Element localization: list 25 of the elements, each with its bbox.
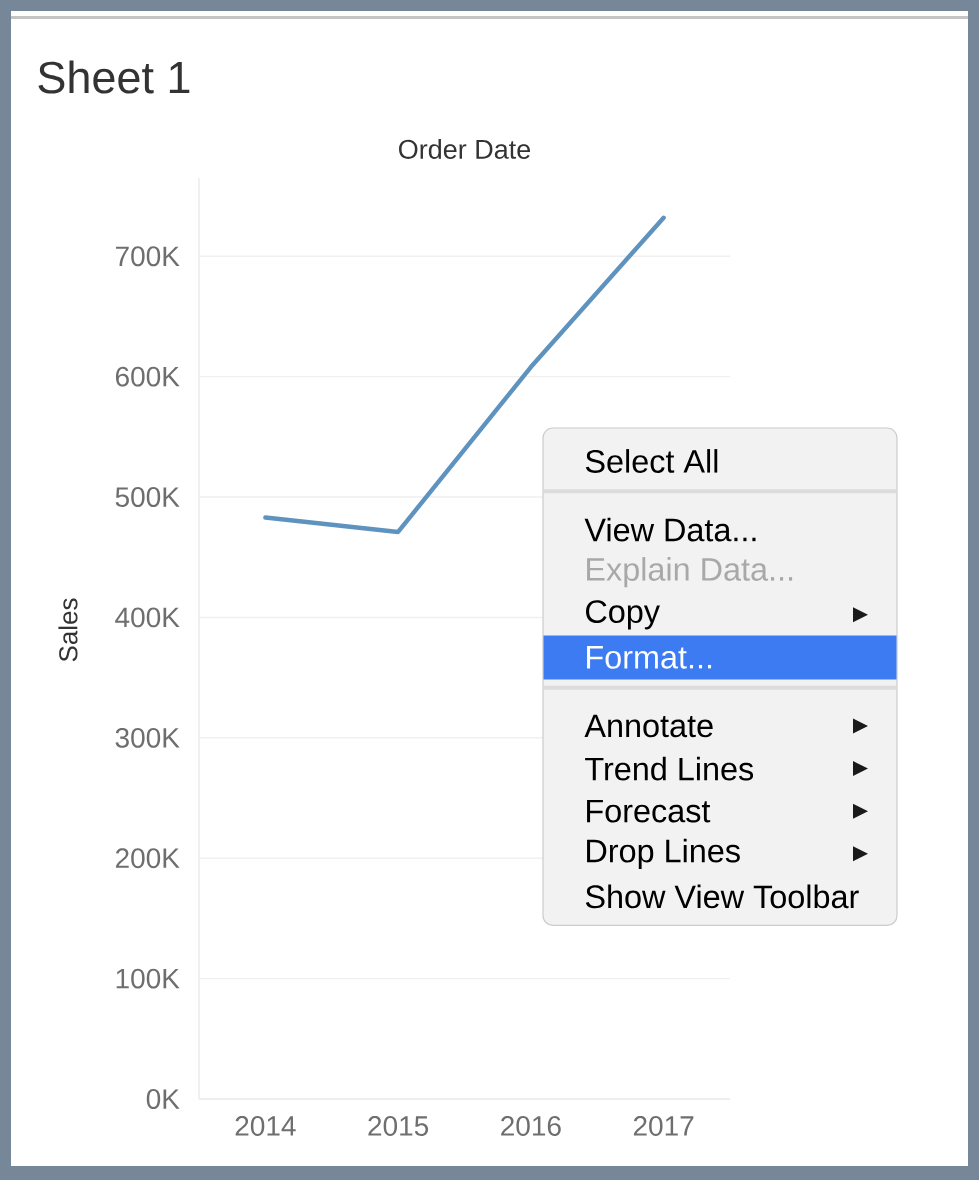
annotation: Select All	[585, 449, 718, 473]
y-tick-label: 500K	[115, 487, 180, 507]
y-tick-label: 400K	[115, 607, 180, 628]
annotation: Annotate	[584, 714, 713, 738]
annotation: Show View Toolbar	[585, 884, 859, 909]
y-axis-title: Sales	[58, 598, 78, 662]
y-tick-label: 200K	[115, 848, 180, 869]
annotation: Copy	[586, 600, 660, 630]
annotation: Forecast	[587, 799, 711, 823]
annotation: Format...	[587, 646, 712, 669]
x-tick-label: 2014	[235, 1116, 296, 1136]
y-tick-label: 300K	[115, 727, 180, 748]
x-axis-title: Order Date	[399, 139, 531, 159]
y-tick-label: 0K	[146, 1089, 180, 1109]
chart-title: Sheet 1	[38, 60, 190, 94]
x-tick-label: 2016	[501, 1116, 561, 1136]
x-tick-label: 2017	[633, 1116, 694, 1136]
annotation: Trend Lines	[585, 756, 754, 781]
y-tick-label: 100K	[116, 968, 180, 989]
annotation: View Data...	[584, 517, 756, 542]
annotation: Drop Lines	[587, 838, 740, 869]
y-tick-label: 700K	[115, 246, 180, 267]
y-tick-label: 600K	[115, 366, 180, 387]
x-tick-label: 2015	[368, 1116, 429, 1136]
annotation: Explain Data...	[587, 557, 793, 588]
